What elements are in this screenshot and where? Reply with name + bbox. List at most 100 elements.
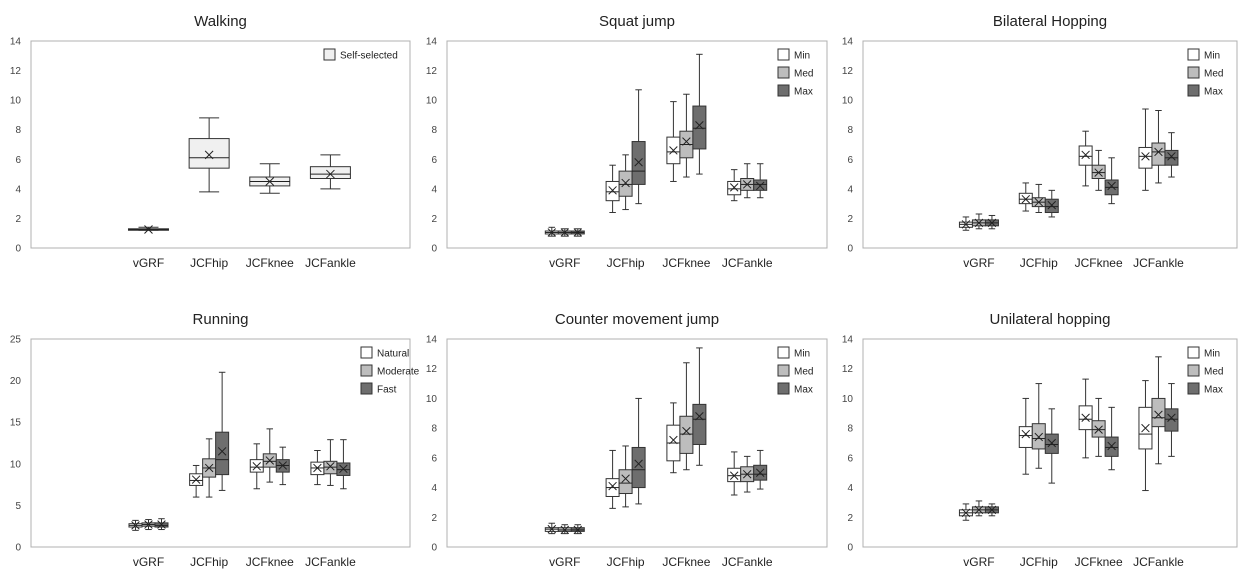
x-category-label: JCFankle	[722, 555, 773, 569]
box-med-jcfhip	[1031, 383, 1046, 469]
mean-marker	[252, 462, 262, 471]
legend-label: Min	[794, 349, 810, 360]
box-iqr	[727, 180, 742, 196]
y-tick-label: 14	[842, 335, 854, 346]
mean-marker	[682, 137, 691, 146]
box-iqr	[1031, 423, 1046, 450]
mean-marker	[974, 505, 984, 515]
box-min-jcfankle	[727, 169, 742, 202]
mean-marker	[695, 412, 704, 421]
box-iqr	[605, 180, 620, 202]
mean-marker	[1154, 147, 1163, 157]
box-natural-jcfhip	[189, 464, 204, 498]
box-med-vgrf	[557, 524, 572, 535]
y-tick-label: 14	[10, 37, 22, 48]
mean-marker	[1094, 168, 1103, 177]
y-tick-label: 14	[426, 37, 438, 48]
box-max-vgrf	[984, 214, 999, 230]
legend-swatch	[323, 48, 336, 61]
box-med-jcfhip	[618, 445, 633, 508]
y-tick-label: 10	[842, 96, 854, 107]
y-tick-label: 20	[10, 376, 22, 387]
legend-swatch	[360, 346, 373, 359]
mean-marker	[547, 524, 557, 534]
y-tick-label: 10	[10, 96, 22, 107]
y-tick-label: 2	[431, 513, 437, 524]
mean-marker	[961, 220, 971, 229]
box-iqr	[692, 105, 707, 150]
y-tick-label: 8	[847, 125, 853, 136]
mean-marker	[608, 481, 617, 491]
legend-swatch	[777, 382, 790, 395]
mean-marker	[669, 435, 678, 445]
x-category-label: JCFknee	[246, 256, 294, 270]
legend-swatch	[777, 346, 790, 359]
legend-swatch	[1187, 382, 1200, 395]
plot-frame	[30, 40, 411, 249]
box-moderate-jcfankle	[323, 439, 338, 486]
mean-marker	[1047, 200, 1057, 210]
box-fast-jcfknee	[275, 446, 290, 486]
mean-marker	[1107, 181, 1116, 191]
y-tick-label: 0	[15, 244, 21, 255]
legend: Min Med Max	[777, 346, 813, 396]
box-min-vgrf	[958, 216, 973, 231]
box-min-vgrf	[544, 522, 559, 535]
legend-label: Min	[1204, 51, 1220, 62]
mean-marker	[1034, 432, 1044, 442]
legend-swatch	[1187, 346, 1200, 359]
mean-marker	[987, 218, 997, 228]
legend-label: Max	[794, 385, 813, 396]
chart-title: Counter movement jump	[555, 311, 719, 328]
box-iqr	[618, 170, 633, 197]
box-iqr	[215, 431, 230, 476]
y-tick-label: 25	[10, 335, 22, 346]
y-tick-label: 4	[431, 184, 437, 195]
box-med-jcfankle	[1151, 356, 1166, 465]
legend-label: Natural	[377, 349, 409, 360]
box-min-jcfankle	[727, 451, 742, 496]
box-natural-jcfknee	[249, 443, 264, 490]
x-category-label: JCFhip	[1020, 555, 1058, 569]
y-tick-label: 6	[431, 155, 437, 166]
box-fast-jcfhip	[215, 371, 230, 491]
mean-marker	[1047, 438, 1057, 448]
x-category-label: JCFankle	[722, 256, 773, 270]
y-tick-label: 4	[431, 483, 437, 494]
box-min-jcfhip	[1018, 182, 1033, 212]
y-tick-label: 8	[847, 424, 853, 435]
mean-marker	[313, 463, 322, 473]
mean-marker	[742, 469, 752, 479]
mean-marker	[621, 474, 630, 483]
box-moderate-jcfknee	[262, 428, 277, 483]
plot-frame	[30, 338, 411, 548]
box-min-vgrf	[544, 226, 559, 237]
y-tick-label: 12	[842, 364, 854, 375]
mean-marker	[1167, 152, 1176, 161]
legend-swatch	[1187, 66, 1200, 79]
box-natural-vgrf	[128, 519, 143, 531]
mean-marker	[1081, 150, 1090, 160]
box-max-vgrf	[984, 503, 999, 517]
box-self-selected-vgrf	[127, 225, 169, 234]
x-category-label: JCFhip	[607, 555, 645, 569]
box-med-vgrf	[971, 213, 986, 230]
mean-marker	[1141, 152, 1150, 161]
plot-frame	[446, 40, 828, 249]
x-category-label: JCFankle	[305, 555, 356, 569]
legend-label: Fast	[377, 385, 397, 396]
legend: Self-selected	[323, 48, 398, 62]
box-max-jcfknee	[692, 347, 707, 466]
x-category-label: JCFknee	[662, 256, 710, 270]
box-min-jcfknee	[1078, 378, 1093, 459]
mean-marker	[144, 520, 153, 529]
box-iqr	[692, 403, 707, 445]
chart-panel-4: Running 0 5 10 15 20 25 vGRF JCFhip JCFknee JCFank…	[10, 311, 420, 569]
legend-label: Max	[794, 87, 813, 98]
legend-label: Max	[1204, 385, 1223, 396]
box-max-jcfhip	[631, 397, 646, 505]
mean-marker	[144, 225, 153, 234]
mean-marker	[560, 525, 570, 535]
mean-marker	[573, 228, 583, 237]
y-tick-label: 8	[431, 125, 437, 136]
